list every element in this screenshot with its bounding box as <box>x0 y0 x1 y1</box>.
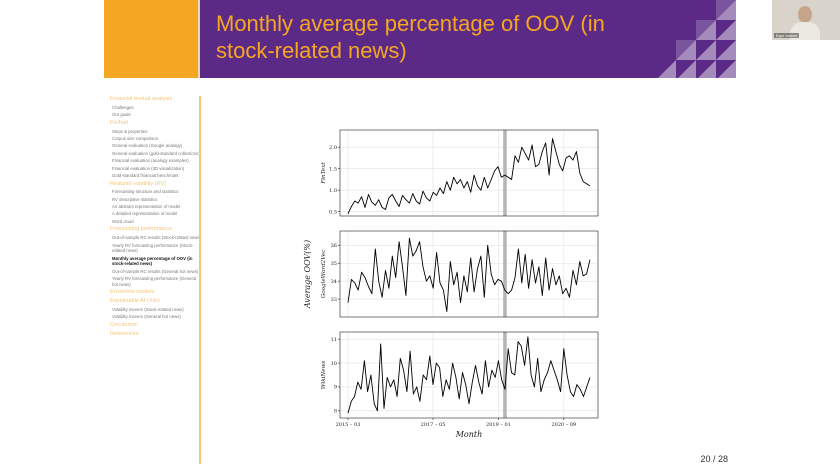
y-tick-label: 36 <box>331 243 337 249</box>
sidebar-section-title[interactable]: FinText <box>110 119 129 126</box>
sidebar-item[interactable]: Corpus size comparison <box>112 135 159 141</box>
x-tick-label: 2017 – 05 <box>421 422 446 428</box>
y-tick-label: 2.0 <box>329 145 337 151</box>
oov-chart: 0.5 1.0 1.5 2.0 FinText 33 34 35 36 GoogleWord2Ve… <box>300 125 600 445</box>
sidebar-item[interactable]: Financial evaluation (3D visualization) <box>112 165 185 171</box>
slide: Monthly average percentage of OOV (in st… <box>104 0 736 472</box>
series-line-2 <box>347 237 591 313</box>
covid-band <box>503 231 507 317</box>
x-tick-label: 2020 – 09 <box>551 422 576 428</box>
webcam-name-label: Egor Ivanov <box>774 33 800 38</box>
y-tick-label: 10 <box>331 361 337 367</box>
header-accent-block <box>104 0 198 78</box>
panel-label: FinText <box>321 162 327 185</box>
sidebar-item[interactable]: A detailed representation of model <box>112 211 178 217</box>
sidebar-item[interactable]: RV descriptive statistics <box>112 196 158 202</box>
y-tick-label: 8 <box>334 409 337 415</box>
y-tick-label: 0.5 <box>329 210 337 216</box>
covid-band <box>503 130 507 216</box>
covid-band <box>503 332 507 418</box>
sidebar-item[interactable]: General evaluation (gold-standard collec… <box>112 150 200 156</box>
sidebar-item[interactable]: Steps & properties <box>112 128 148 134</box>
sidebar-item[interactable]: Financial evaluation (analogy examples) <box>112 158 189 164</box>
presenter-head <box>798 6 812 23</box>
panel-label: GoogleWord2Vec <box>321 249 327 298</box>
x-tick-label: 2015 – 03 <box>336 422 361 428</box>
sidebar-navigation: Financial textual analysis Challenges Our … <box>110 94 202 338</box>
header-bar: Monthly average percentage of OOV (in st… <box>200 0 736 78</box>
sidebar-item[interactable]: Challenges <box>112 104 134 110</box>
sidebar-item[interactable]: Volatility movers (General hot news) <box>112 314 181 320</box>
sidebar-section-title[interactable]: References <box>110 330 139 337</box>
sidebar-section-title[interactable]: Financial textual analysis <box>110 96 173 102</box>
panel-frame <box>339 129 599 217</box>
webcam-feed: Egor Ivanov <box>772 0 840 40</box>
sidebar-item[interactable]: General evaluation (Google analogy) <box>112 143 183 149</box>
sidebar-item[interactable]: Gold-standard financial benchmark <box>112 172 179 178</box>
sidebar-section-title[interactable]: Conclusion <box>110 321 138 328</box>
sidebar-section-title[interactable]: Realized volatility (RV) <box>110 180 167 187</box>
y-tick-label: 9 <box>334 385 337 391</box>
panel-label: WikiNews <box>321 361 327 390</box>
y-tick-label: 1.0 <box>329 188 337 194</box>
sidebar-item[interactable]: Out-of-sample RC results (General hot ne… <box>112 268 199 274</box>
sidebar-item[interactable]: Forecasting structure and statistics <box>112 189 179 195</box>
sidebar-item[interactable]: Out-of-sample RC results (Stock-related … <box>112 235 202 241</box>
triangle-pattern-icon <box>658 0 736 78</box>
slide-title: Monthly average percentage of OOV (in st… <box>216 11 605 63</box>
sidebar-item[interactable]: Our goals <box>112 112 131 118</box>
series-line-1 <box>347 138 591 214</box>
sidebar-rule <box>199 96 201 464</box>
y-axis-label: Average OOV(%) <box>303 240 312 309</box>
chart-svg: 0.5 1.0 1.5 2.0 FinText 33 34 35 36 GoogleWord2Ve… <box>303 129 599 439</box>
header-divider <box>198 0 200 78</box>
y-tick-label: 35 <box>331 261 337 267</box>
series-line-3 <box>347 336 591 414</box>
x-tick-label: 2019 – 01 <box>486 422 511 428</box>
y-tick-label: 33 <box>331 297 337 303</box>
y-tick-label: 34 <box>331 279 337 285</box>
sidebar-item[interactable]: Yearly RV forecasting performance (Stock… <box>112 242 194 254</box>
presenter-body <box>790 22 820 40</box>
sidebar-section-title[interactable]: Ensemble models <box>110 289 155 296</box>
sidebar-section-title[interactable]: Forecasting performance <box>110 226 173 233</box>
sidebar-item[interactable]: Word cloud <box>112 218 134 224</box>
sidebar-section-title[interactable]: Explainable AI (XAI) <box>110 298 160 305</box>
panel-frame <box>339 230 599 318</box>
y-tick-label: 11 <box>331 337 337 343</box>
sidebar-item[interactable]: Volatility movers (Stock-related news) <box>112 307 184 312</box>
sidebar-item[interactable]: Yearly RV forecasting performance (Gener… <box>112 276 197 287</box>
x-axis-label: Month <box>455 430 483 439</box>
panel-frame <box>339 331 599 419</box>
sidebar-item[interactable]: Monthly average percentage of OOV (in st… <box>112 255 193 267</box>
y-tick-label: 1.5 <box>329 167 337 173</box>
page-number: 20 / 28 <box>700 454 728 464</box>
sidebar-item[interactable]: An abstract representation of model <box>112 204 181 210</box>
